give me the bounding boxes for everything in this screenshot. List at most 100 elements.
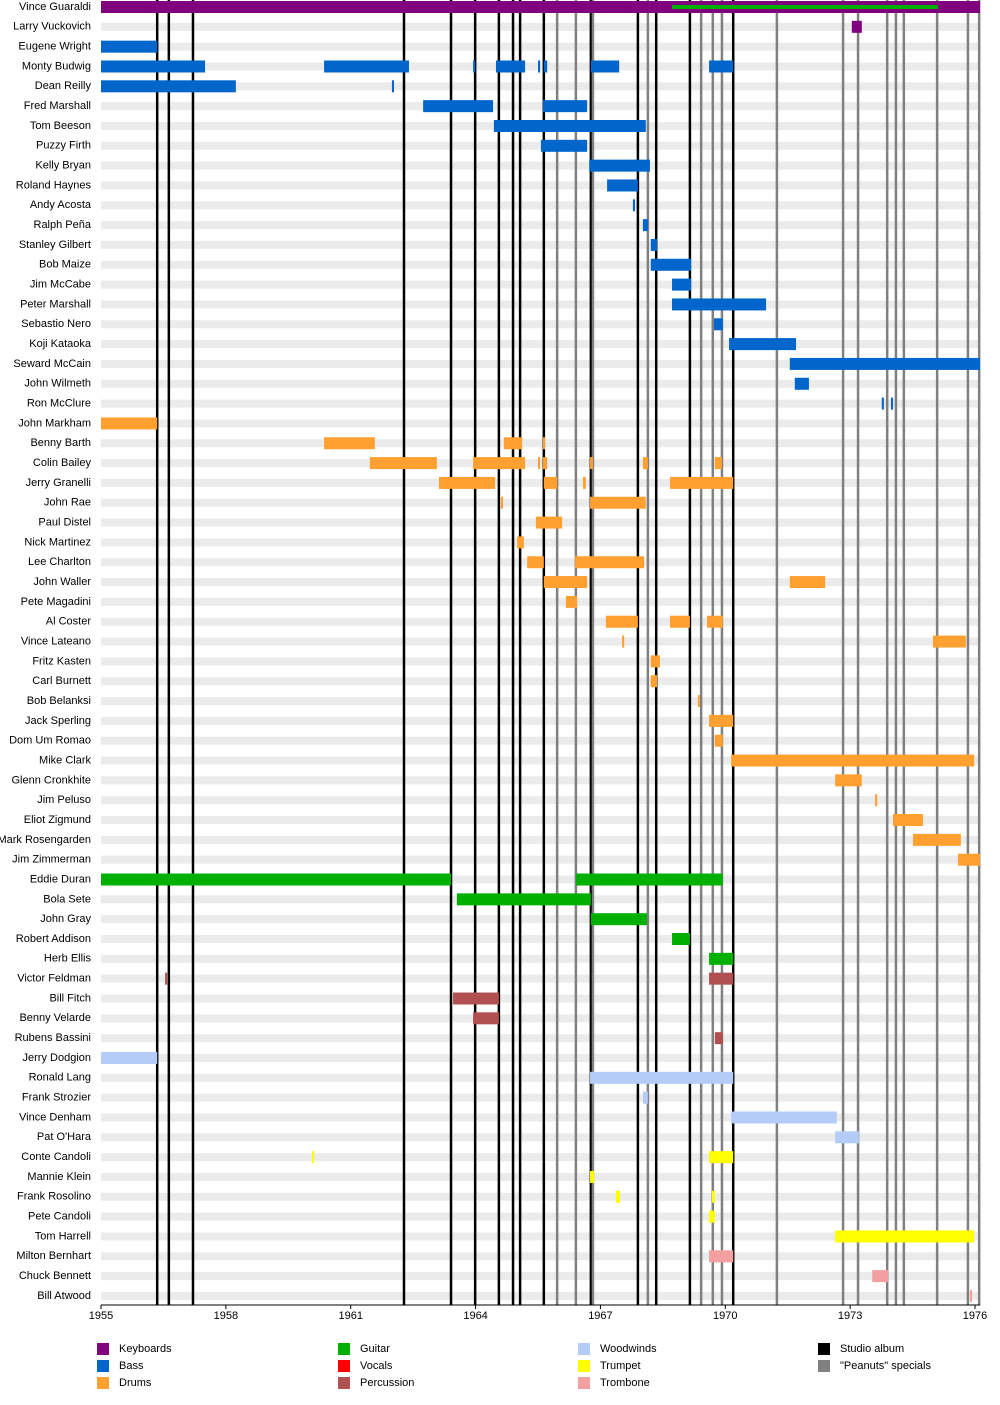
bar — [709, 1210, 715, 1223]
member-name: Roland Haynes — [16, 179, 92, 191]
row-band — [101, 340, 980, 349]
member-name: Ron McClure — [27, 398, 91, 410]
member-name: John Rae — [44, 497, 91, 509]
bar — [650, 675, 658, 688]
legend-swatch — [818, 1343, 830, 1355]
row-band — [101, 280, 980, 289]
row-band — [101, 954, 980, 963]
legend-label: Woodwinds — [600, 1343, 657, 1355]
bar — [714, 457, 722, 470]
bar — [709, 972, 734, 985]
member-name: Seward McCain — [13, 358, 91, 370]
bar — [493, 119, 646, 132]
bar — [890, 397, 894, 410]
bar — [542, 100, 588, 113]
bar — [473, 60, 476, 73]
bar — [527, 556, 544, 569]
member-name: Jack Sperling — [25, 715, 91, 727]
member-name: Jerry Dodgion — [23, 1052, 91, 1064]
row-band — [101, 22, 980, 31]
row-band — [101, 1133, 980, 1142]
bar — [709, 60, 734, 73]
legend-swatch — [338, 1360, 350, 1372]
bar — [590, 60, 620, 73]
x-tick-label: 1973 — [838, 1310, 862, 1322]
row-band — [101, 82, 980, 91]
member-name: Ronald Lang — [29, 1072, 91, 1084]
bar — [589, 159, 650, 172]
row-band — [101, 1153, 980, 1162]
bar — [101, 1051, 158, 1064]
member-name: Chuck Bennett — [19, 1270, 91, 1282]
member-name: Rubens Bassini — [15, 1032, 91, 1044]
bar — [669, 476, 734, 489]
legend-swatch — [97, 1343, 109, 1355]
bar — [165, 972, 168, 985]
member-name: Jim Zimmerman — [12, 854, 91, 866]
bar — [542, 457, 548, 470]
member-name: Nick Martinez — [24, 536, 91, 548]
row-band — [101, 359, 980, 368]
row-band — [101, 1093, 980, 1102]
member-name: Stanley Gilbert — [19, 239, 91, 251]
row-band — [101, 300, 980, 309]
bar — [543, 60, 548, 73]
member-name: John Wilmeth — [24, 378, 91, 390]
row-band — [101, 835, 980, 844]
bar — [500, 496, 504, 509]
bar — [642, 1091, 648, 1104]
member-name: Monty Budwig — [22, 60, 91, 72]
row-band — [101, 478, 980, 487]
bar — [438, 476, 496, 489]
bar — [543, 576, 588, 589]
row-band — [101, 399, 980, 408]
bar — [709, 952, 734, 965]
bar — [582, 476, 586, 489]
bar — [590, 1071, 734, 1084]
bar — [672, 278, 692, 291]
bar — [650, 655, 660, 668]
row-band — [101, 141, 980, 150]
member-name: Bill Fitch — [49, 992, 91, 1004]
bar — [970, 1289, 973, 1302]
legend-label: Percussion — [360, 1377, 414, 1389]
row-band — [101, 1291, 980, 1300]
bar — [794, 377, 809, 390]
row-band — [101, 62, 980, 71]
bar — [872, 1270, 889, 1283]
row-band — [101, 1073, 980, 1082]
member-name: John Gray — [40, 913, 91, 925]
row-band — [101, 1172, 980, 1181]
bar — [391, 80, 394, 93]
row-band — [101, 677, 980, 686]
row-band — [101, 379, 980, 388]
x-tick-label: 1970 — [713, 1310, 737, 1322]
bar — [101, 1, 980, 13]
bar — [714, 318, 723, 331]
bar — [590, 1170, 595, 1183]
member-name: Benny Barth — [30, 437, 91, 449]
legend-swatch — [338, 1377, 350, 1389]
bar — [650, 238, 658, 251]
bar — [101, 80, 236, 93]
bar — [714, 1032, 723, 1045]
bar — [875, 794, 878, 807]
row-band — [101, 935, 980, 944]
bar — [101, 60, 206, 73]
bar — [632, 199, 635, 212]
bar — [706, 615, 723, 628]
member-name: John Markham — [18, 417, 91, 429]
bar — [729, 338, 797, 351]
member-name: Eugene Wright — [18, 41, 91, 53]
row-band — [101, 657, 980, 666]
member-name: Herb Ellis — [44, 953, 92, 965]
row-band — [101, 1014, 980, 1023]
member-name: Carl Burnett — [32, 675, 91, 687]
member-name: Sebastio Nero — [21, 318, 91, 330]
bar — [312, 1151, 315, 1164]
row-band — [101, 617, 980, 626]
bar — [881, 397, 884, 410]
member-name: Bob Maize — [39, 259, 91, 271]
member-name: Koji Kataoka — [29, 338, 92, 350]
